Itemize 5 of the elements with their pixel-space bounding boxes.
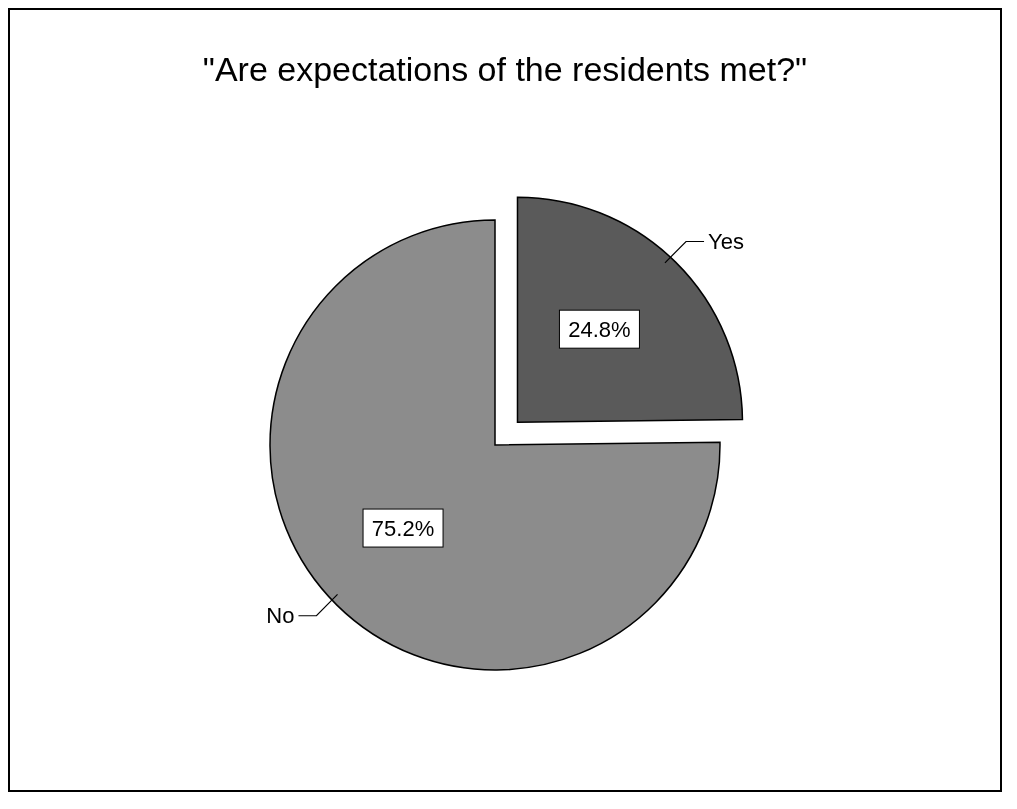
slice-label: Yes	[708, 228, 744, 254]
data-label: 75.2%	[371, 515, 435, 541]
slice-label: No	[266, 603, 295, 629]
data-label: 24.8%	[568, 316, 631, 342]
chart-title: "Are expectations of the residents met?"	[201, 50, 809, 89]
